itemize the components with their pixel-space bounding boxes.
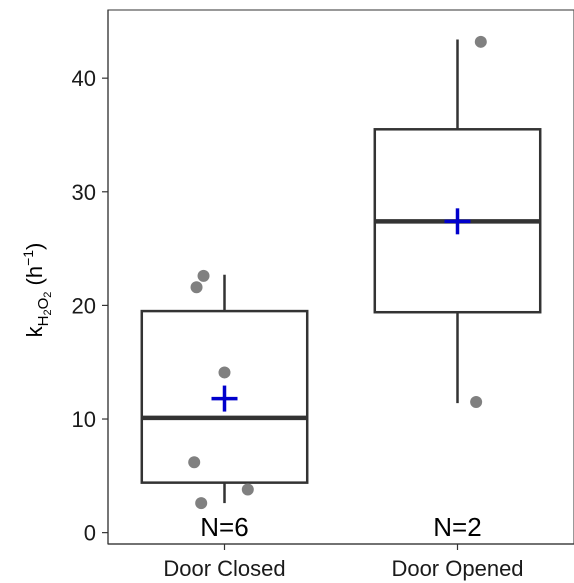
data-point [190, 281, 203, 294]
y-axis: 0 10 20 30 40 [72, 10, 109, 546]
n-label: N=2 [433, 512, 481, 542]
y-axis-title: kH2O2 (h−1) [20, 243, 54, 338]
y-title-sub-h: H [35, 316, 52, 327]
x-axis: Door Closed Door Opened [108, 543, 574, 581]
data-point [195, 497, 208, 510]
y-tick-label: 0 [84, 521, 96, 546]
data-point [218, 366, 231, 379]
y-tick-label: 40 [72, 66, 96, 91]
y-title-unit-exp: −1 [20, 250, 36, 266]
y-title-unit-close: ) [22, 243, 47, 250]
y-title-sub-2b: 2 [42, 292, 54, 298]
y-title-base: k [22, 325, 47, 337]
y-title-sub-o: O [35, 298, 52, 310]
y-tick-label: 20 [72, 293, 96, 318]
y-tick-label: 30 [72, 180, 96, 205]
n-label: N=6 [200, 512, 248, 542]
y-axis-title-text: kH2O2 (h−1) [20, 243, 54, 338]
y-title-sub-2a: 2 [42, 309, 54, 315]
boxplots: N=6 N=2 [140, 35, 542, 542]
data-point [188, 456, 201, 469]
data-point [470, 395, 483, 408]
x-tick-label: Door Opened [391, 556, 523, 581]
data-point [474, 35, 487, 48]
data-point [241, 483, 254, 496]
boxplot-1: N=2 [373, 35, 542, 542]
data-point [197, 269, 210, 282]
x-tick-label: Door Closed [163, 556, 285, 581]
boxplot-0: N=6 [140, 269, 309, 542]
y-tick-label: 10 [72, 407, 96, 432]
y-title-unit-open: (h [22, 266, 47, 292]
